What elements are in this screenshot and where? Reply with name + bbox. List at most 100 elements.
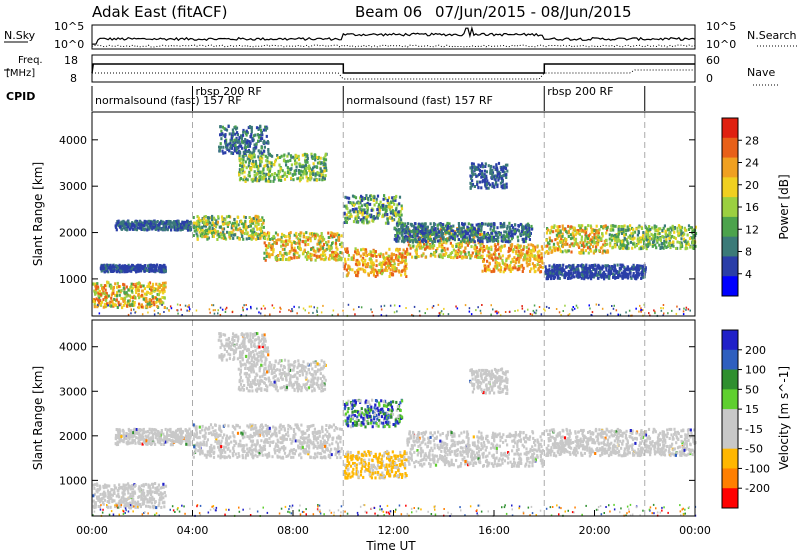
heatmap-cell [174,226,178,230]
freq-tick-bottom: 8 [70,72,77,85]
heatmap-cell [283,234,286,238]
heatmap-cell [158,264,162,267]
heatmap-cell [242,178,245,182]
heatmap-cell [107,294,110,298]
heatmap-cell [528,226,531,230]
heatmap-cell [242,225,245,229]
heatmap-cell [234,125,237,129]
heatmap-cell [137,223,140,226]
freq-series [91,63,695,74]
heatmap-cell [438,222,441,226]
heatmap-cell [538,255,541,259]
noise-right-label: N.Search [747,29,797,42]
heatmap-cell [347,271,350,275]
heatmap-cell [176,228,179,232]
heatmap-cell [356,263,359,267]
heatmap-cell [587,251,590,255]
heatmap-cell [195,228,198,232]
heatmap-cell [165,220,168,223]
heatmap-cell [239,164,242,168]
heatmap-cell [195,225,198,229]
heatmap-cell [669,236,672,240]
heatmap-cell [653,235,657,239]
heatmap-cell [248,174,251,178]
heatmap-cell [305,175,308,179]
heatmap-cell [221,232,224,236]
heatmap-cell [446,231,449,235]
heatmap-cell [671,243,674,247]
heatmap-cell [512,228,515,232]
heatmap-cell [363,203,366,207]
heatmap-cell [221,149,224,153]
heatmap-cell [536,245,539,249]
heatmap-cell [395,237,398,241]
heatmap-cell [313,165,316,169]
heatmap-cell [647,228,650,232]
heatmap-cell [244,148,247,152]
heatmap-cell [631,237,634,241]
cpid-segment-label: rbsp 200 RF [547,85,613,98]
heatmap-cell [591,240,594,244]
heatmap-cell [427,240,430,244]
heatmap-cell [430,229,433,233]
heatmap-cell [545,231,549,235]
heatmap-cell [410,223,413,226]
heatmap-cell [500,175,503,178]
heatmap-cell [623,275,626,279]
heatmap-cell [142,284,145,288]
heatmap-cell [606,264,609,268]
heatmap-cell [199,234,202,238]
heatmap-cell [132,223,135,227]
heatmap-cell [549,229,552,233]
heatmap-cell [585,234,588,238]
heatmap-cell [509,260,513,264]
heatmap-cell [369,271,372,275]
heatmap-cell [488,256,491,260]
heatmap-cell [497,242,500,246]
heatmap-cell [387,259,390,263]
heatmap-cell [150,288,153,292]
heatmap-cell [687,242,690,246]
heatmap-cell [552,242,556,246]
heatmap-cell [505,182,508,186]
heatmap-cell [244,221,247,225]
heatmap-cell [496,170,499,174]
heatmap-cell [140,265,143,269]
heatmap-cell [247,142,250,146]
heatmap-cell [113,303,116,307]
heatmap-cell [399,255,402,259]
heatmap-cell [359,196,362,200]
heatmap-cell [632,228,635,232]
heatmap-cell [401,233,404,237]
heatmap-cell [274,160,277,164]
heatmap-cell [366,262,369,266]
heatmap-cell [442,237,445,241]
heatmap-cell [577,244,580,248]
heatmap-cell [602,243,605,247]
heatmap-cell [651,226,654,230]
heatmap-cell [491,182,494,186]
heatmap-cell [456,234,459,238]
heatmap-cell [668,239,671,243]
heatmap-cell [384,256,388,260]
heatmap-cell [160,219,163,223]
heatmap-cell [142,224,145,227]
heatmap-cell [499,268,502,272]
heatmap-cell [618,245,621,249]
heatmap-cell [554,248,557,252]
heatmap-cell [351,194,355,198]
heatmap-cell [336,232,339,236]
heatmap-cell [248,154,251,158]
heatmap-cell [572,228,575,232]
heatmap-cell [545,277,548,281]
heatmap-cell [114,282,117,286]
heatmap-cell [354,262,358,266]
heatmap-cell [257,219,260,223]
heatmap-cell [196,220,199,223]
heatmap-cell [629,240,632,244]
heatmap-cell [95,287,98,291]
heatmap-cell [314,158,317,162]
heatmap-cell [257,139,260,143]
heatmap-cell [116,285,119,289]
heatmap-cell [637,229,640,233]
